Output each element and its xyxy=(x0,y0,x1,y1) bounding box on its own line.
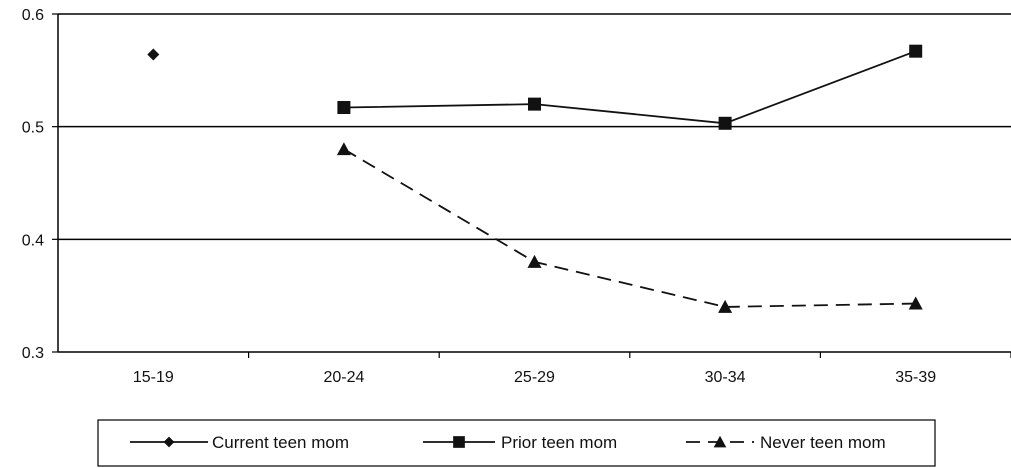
legend-box xyxy=(97,419,936,467)
data-point xyxy=(718,116,732,130)
y-tick-label: 0.6 xyxy=(22,7,44,24)
x-tick-labels: 15-19 20-24 25-29 30-34 35-39 xyxy=(133,352,1011,386)
x-tick-label: 20-24 xyxy=(323,369,364,386)
data-point xyxy=(527,254,542,268)
data-point xyxy=(337,101,351,115)
legend-label: Never teen mom xyxy=(760,433,886,452)
series-current-teen-mom xyxy=(147,48,160,61)
legend: Current teen mom Prior teen mom Never teen… xyxy=(97,419,936,467)
series-never-teen-mom xyxy=(336,142,923,313)
legend-item-prior-teen-mom: Prior teen mom xyxy=(423,433,617,452)
y-tick-label: 0.3 xyxy=(22,345,44,362)
data-point xyxy=(718,299,733,313)
y-tick-labels: 0.3 0.4 0.5 0.6 xyxy=(22,7,58,362)
data-point xyxy=(909,44,923,58)
legend-marker xyxy=(713,435,727,448)
data-point xyxy=(908,296,923,310)
series-line xyxy=(343,148,916,308)
legend-marker xyxy=(453,436,465,448)
x-tick-label: 30-34 xyxy=(705,369,746,386)
legend-label: Current teen mom xyxy=(212,433,349,452)
gridlines xyxy=(58,13,1011,241)
series-line xyxy=(343,50,917,125)
series-prior-teen-mom xyxy=(337,44,923,130)
x-tick-label: 25-29 xyxy=(514,369,555,386)
series xyxy=(147,44,923,313)
x-tick-label: 35-39 xyxy=(895,369,936,386)
data-point xyxy=(147,48,160,61)
y-tick-label: 0.4 xyxy=(22,232,44,249)
data-point xyxy=(336,142,351,156)
data-point xyxy=(528,97,541,111)
legend-item-never-teen-mom: Never teen mom xyxy=(686,433,886,452)
x-tick-label: 15-19 xyxy=(133,369,174,386)
y-tick-label: 0.5 xyxy=(22,120,44,137)
axes xyxy=(57,14,1011,353)
legend-label: Prior teen mom xyxy=(501,433,617,452)
legend-item-current-teen-mom: Current teen mom xyxy=(130,433,349,452)
legend-marker xyxy=(163,436,175,448)
